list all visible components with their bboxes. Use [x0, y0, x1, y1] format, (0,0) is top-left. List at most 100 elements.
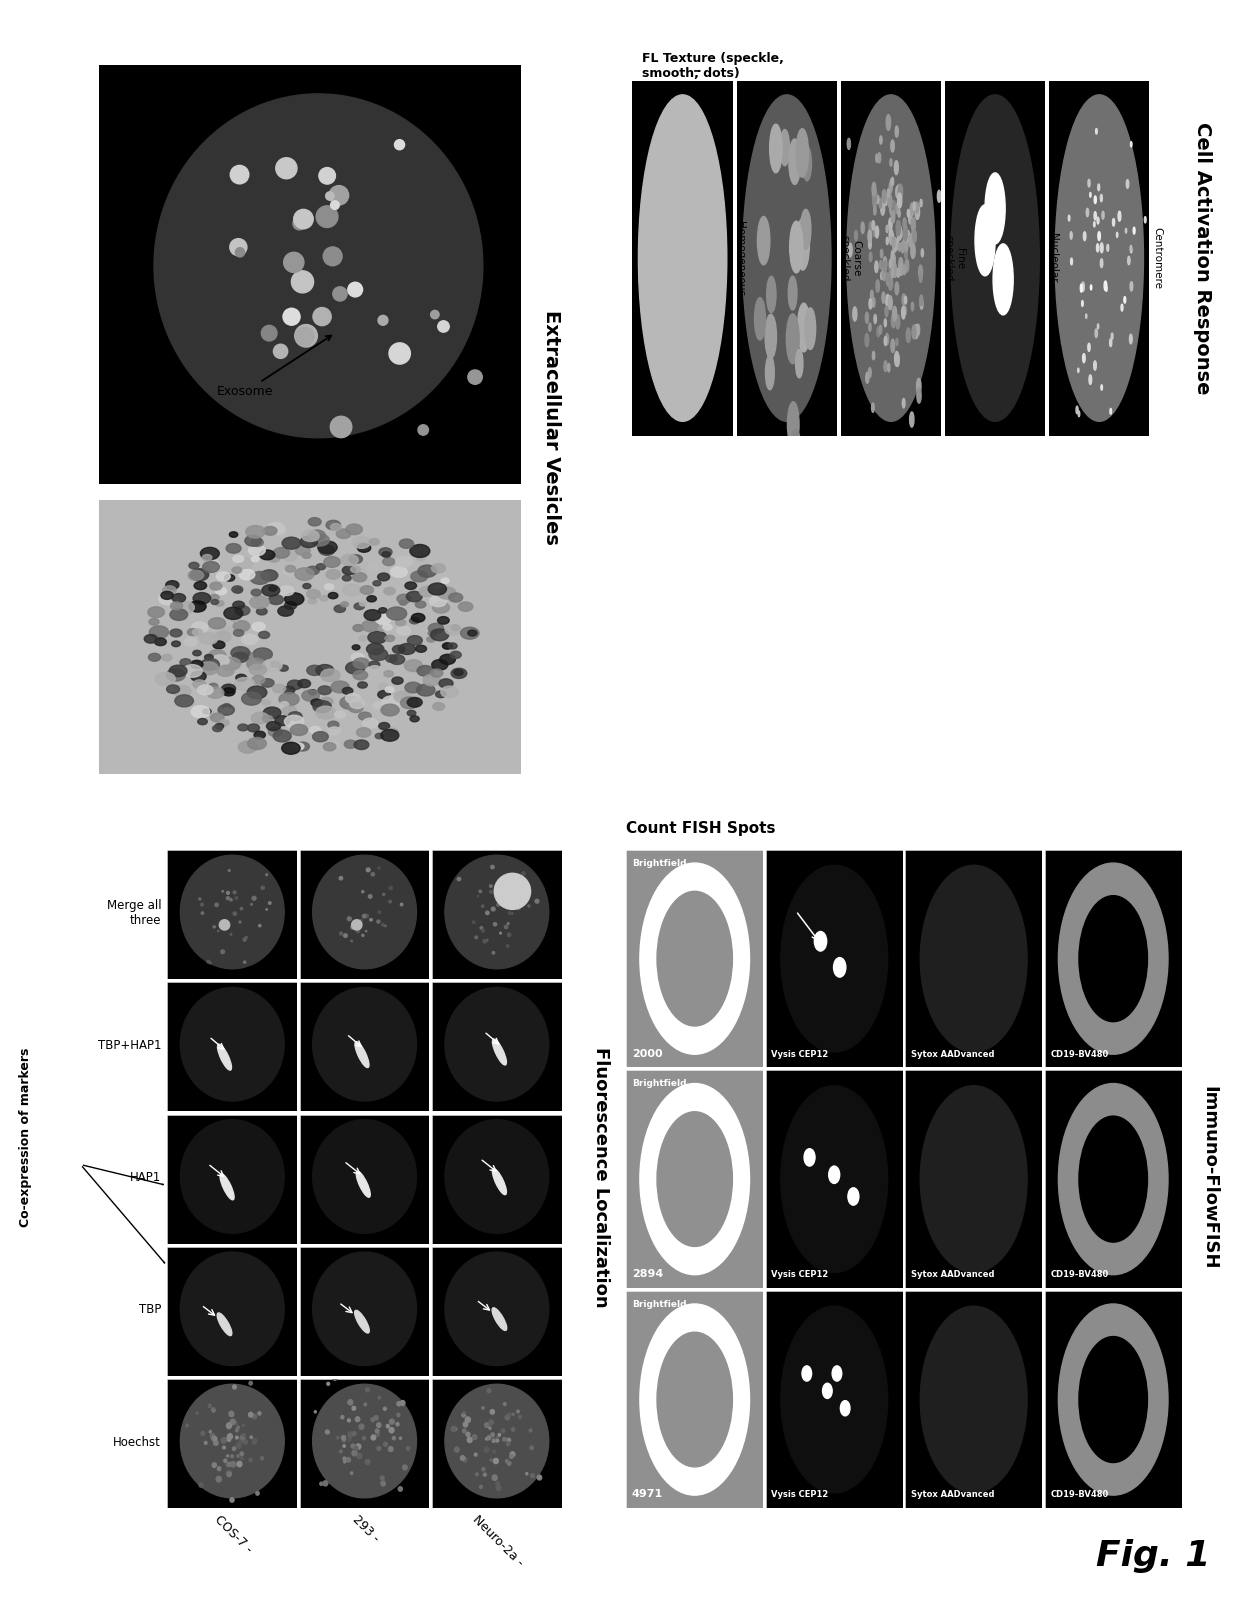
Ellipse shape	[890, 179, 893, 187]
Ellipse shape	[155, 639, 166, 645]
Ellipse shape	[213, 1437, 217, 1440]
Ellipse shape	[430, 310, 439, 319]
Ellipse shape	[388, 1447, 393, 1452]
Ellipse shape	[244, 1440, 248, 1444]
Ellipse shape	[252, 589, 262, 595]
Ellipse shape	[389, 887, 392, 889]
Ellipse shape	[804, 1148, 815, 1166]
Ellipse shape	[877, 327, 879, 337]
Ellipse shape	[911, 229, 915, 240]
Ellipse shape	[248, 737, 267, 750]
Ellipse shape	[888, 363, 890, 373]
Ellipse shape	[797, 303, 810, 352]
Ellipse shape	[192, 629, 202, 636]
Ellipse shape	[1094, 195, 1096, 203]
Ellipse shape	[486, 911, 489, 915]
Ellipse shape	[348, 1439, 351, 1440]
Ellipse shape	[445, 855, 549, 969]
Ellipse shape	[340, 932, 342, 936]
Ellipse shape	[906, 327, 910, 342]
Ellipse shape	[1094, 221, 1095, 227]
Ellipse shape	[361, 586, 373, 594]
Ellipse shape	[376, 615, 391, 624]
Ellipse shape	[796, 218, 810, 269]
Ellipse shape	[451, 1426, 456, 1431]
Ellipse shape	[355, 1042, 370, 1068]
Ellipse shape	[828, 1166, 839, 1184]
Ellipse shape	[263, 716, 273, 723]
Ellipse shape	[1130, 282, 1132, 290]
Ellipse shape	[376, 1429, 379, 1432]
Ellipse shape	[259, 631, 269, 639]
Ellipse shape	[491, 866, 495, 869]
Ellipse shape	[226, 544, 241, 553]
Ellipse shape	[1102, 211, 1104, 219]
Ellipse shape	[242, 652, 253, 660]
Ellipse shape	[224, 606, 243, 619]
Ellipse shape	[888, 295, 893, 310]
Ellipse shape	[231, 1455, 233, 1458]
Ellipse shape	[226, 1437, 228, 1440]
Ellipse shape	[255, 1492, 259, 1495]
Ellipse shape	[290, 724, 308, 736]
Ellipse shape	[496, 1482, 500, 1486]
Ellipse shape	[884, 319, 887, 327]
Ellipse shape	[306, 590, 320, 598]
Ellipse shape	[1097, 184, 1100, 190]
Ellipse shape	[564, 1421, 568, 1424]
Ellipse shape	[149, 653, 160, 661]
Ellipse shape	[243, 939, 246, 940]
Ellipse shape	[765, 355, 774, 390]
Ellipse shape	[334, 605, 346, 613]
Ellipse shape	[216, 1476, 221, 1482]
Ellipse shape	[336, 529, 351, 539]
Ellipse shape	[430, 629, 449, 640]
Ellipse shape	[789, 276, 797, 310]
Ellipse shape	[362, 718, 377, 727]
Ellipse shape	[228, 869, 231, 871]
Ellipse shape	[317, 686, 331, 695]
Ellipse shape	[1055, 95, 1143, 421]
Ellipse shape	[326, 569, 341, 579]
Ellipse shape	[250, 571, 270, 584]
Ellipse shape	[370, 918, 372, 921]
Text: COS-7 -: COS-7 -	[212, 1513, 255, 1557]
Ellipse shape	[360, 602, 367, 606]
Text: Sytox AADvanced: Sytox AADvanced	[910, 1490, 994, 1500]
Ellipse shape	[309, 598, 316, 603]
Ellipse shape	[407, 1447, 410, 1450]
Text: Cell Activation Response: Cell Activation Response	[1193, 123, 1213, 394]
Ellipse shape	[892, 253, 895, 266]
Ellipse shape	[219, 719, 229, 726]
Ellipse shape	[371, 1436, 376, 1440]
Ellipse shape	[467, 631, 477, 636]
Ellipse shape	[481, 905, 484, 908]
Ellipse shape	[407, 592, 422, 602]
Ellipse shape	[329, 592, 339, 598]
Ellipse shape	[874, 206, 877, 215]
Ellipse shape	[281, 550, 298, 561]
Ellipse shape	[191, 660, 203, 668]
Ellipse shape	[262, 700, 270, 705]
Ellipse shape	[903, 218, 906, 229]
Text: CD19-BV480: CD19-BV480	[1050, 1050, 1109, 1058]
Ellipse shape	[325, 1431, 329, 1434]
Ellipse shape	[227, 1439, 231, 1442]
Ellipse shape	[382, 552, 391, 556]
Text: Fluorescence Localization: Fluorescence Localization	[593, 1047, 610, 1308]
Ellipse shape	[175, 695, 193, 706]
Ellipse shape	[805, 308, 816, 350]
Ellipse shape	[239, 1440, 242, 1444]
Ellipse shape	[916, 324, 920, 336]
Ellipse shape	[910, 203, 914, 216]
Ellipse shape	[880, 273, 883, 279]
Ellipse shape	[353, 658, 370, 668]
Ellipse shape	[394, 692, 412, 702]
Ellipse shape	[895, 126, 898, 137]
Ellipse shape	[882, 190, 887, 203]
Ellipse shape	[378, 1397, 381, 1398]
Ellipse shape	[494, 1458, 498, 1463]
Ellipse shape	[415, 602, 425, 608]
Ellipse shape	[355, 542, 363, 548]
Ellipse shape	[1126, 179, 1128, 189]
